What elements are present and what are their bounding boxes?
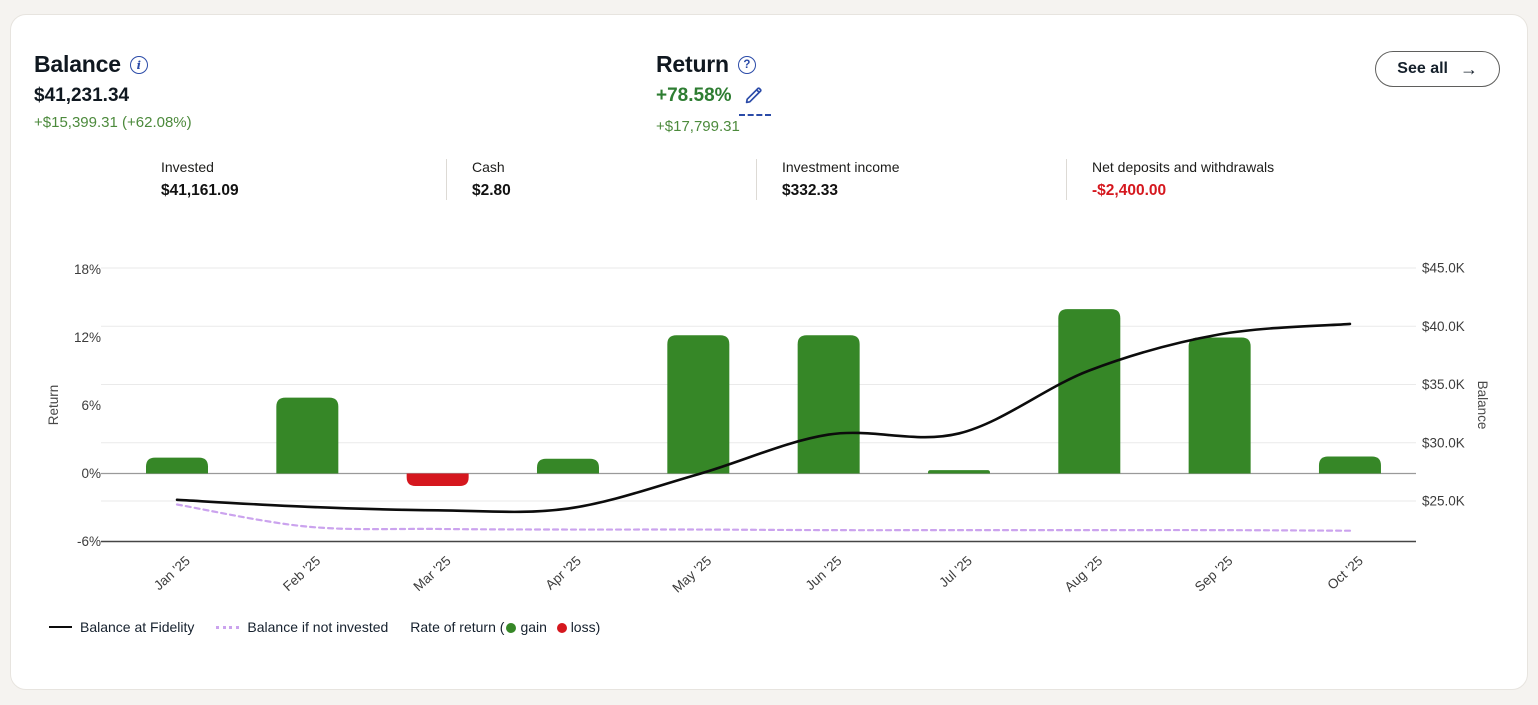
left-axis-tick: 0% bbox=[81, 466, 101, 481]
info-circle-icon[interactable]: i bbox=[129, 55, 148, 74]
stat-value: -$2,400.00 bbox=[1092, 182, 1167, 199]
return-bar-oct-25[interactable] bbox=[1318, 456, 1381, 474]
return-bar-jan-25[interactable] bbox=[146, 457, 208, 474]
return-block: Return ? +78.58% +$17,799.31 bbox=[656, 51, 771, 135]
see-all-button[interactable]: See all → bbox=[1375, 51, 1500, 87]
right-axis-tick: $40.0K bbox=[1422, 319, 1465, 334]
return-bar-jun-25[interactable] bbox=[797, 335, 860, 474]
stat-label: Invested bbox=[161, 159, 214, 175]
legend-rate-of-return: Rate of return ( gain loss) bbox=[410, 619, 600, 635]
stat-label: Investment income bbox=[782, 159, 900, 175]
return-bar-apr-25[interactable] bbox=[536, 458, 599, 474]
balance-title: Balance bbox=[34, 51, 121, 77]
gain-label: gain bbox=[520, 619, 547, 635]
portfolio-summary-card: 18% 12% 6% 0% -6% $45.0K $40.0K $35.0K $30.0K $25… bbox=[10, 14, 1528, 690]
help-circle-icon[interactable]: ? bbox=[737, 55, 756, 74]
left-axis-tick: 18% bbox=[74, 262, 101, 277]
see-all-label: See all bbox=[1397, 60, 1448, 77]
balance-value: $41,231.34 bbox=[34, 85, 130, 106]
performance-chart[interactable]: 18% 12% 6% 0% -6% $45.0K $40.0K $35.0K $30.0K $25… bbox=[11, 15, 1529, 691]
edit-underline bbox=[738, 114, 771, 116]
black-line-swatch bbox=[49, 626, 72, 628]
left-axis-tick: 12% bbox=[74, 330, 101, 345]
return-bar-feb-25[interactable] bbox=[276, 397, 339, 474]
legend-balance-if-not-invested: Balance if not invested bbox=[216, 619, 388, 635]
left-axis-tick: -6% bbox=[77, 534, 101, 549]
return-sub: +$17,799.31 bbox=[656, 118, 740, 135]
right-axis-tick: $25.0K bbox=[1422, 494, 1465, 509]
x-axis-label: Jul '25 bbox=[936, 553, 975, 590]
legend-label: ) bbox=[595, 619, 601, 635]
balance-block: Balance i $41,231.34 +$15,399.31 (+62.08… bbox=[34, 51, 192, 131]
left-axis-title: Return bbox=[46, 385, 61, 426]
right-axis-tick: $45.0K bbox=[1422, 261, 1465, 276]
return-bar-aug-25[interactable] bbox=[1058, 309, 1121, 474]
x-axis-label: Apr '25 bbox=[542, 553, 584, 592]
purple-dashed-swatch bbox=[216, 625, 240, 629]
x-axis-label: Mar '25 bbox=[410, 553, 453, 594]
x-axis-label: May '25 bbox=[669, 553, 714, 596]
chart-legend: Balance at Fidelity Balance if not inves… bbox=[49, 619, 600, 635]
stat-net-deposits: Net deposits and withdrawals -$2,400.00 bbox=[1066, 159, 1376, 200]
return-bar-may-25[interactable] bbox=[667, 335, 730, 474]
stat-label: Cash bbox=[472, 159, 505, 175]
legend-label: Rate of return ( bbox=[410, 619, 505, 635]
stat-label: Net deposits and withdrawals bbox=[1092, 159, 1275, 175]
stat-value: $41,161.09 bbox=[161, 182, 239, 199]
loss-dot-icon bbox=[556, 623, 567, 633]
stat-investment-income: Investment income $332.33 bbox=[756, 159, 1066, 200]
stat-value: $332.33 bbox=[782, 182, 839, 199]
balance-at-fidelity-line bbox=[175, 322, 1352, 514]
x-axis-label: Aug '25 bbox=[1062, 553, 1106, 595]
return-title: Return bbox=[656, 51, 729, 77]
x-axis-label: Feb '25 bbox=[280, 553, 323, 594]
x-axis-label: Jun '25 bbox=[803, 553, 845, 593]
stat-value: $2.80 bbox=[472, 182, 511, 199]
edit-return-control[interactable] bbox=[738, 85, 771, 116]
gain-dot-icon bbox=[506, 623, 517, 633]
return-bar-jul-25[interactable] bbox=[927, 470, 990, 474]
return-value: +78.58% bbox=[656, 85, 732, 106]
x-axis-label: Sep '25 bbox=[1192, 553, 1236, 595]
legend-label: Balance if not invested bbox=[247, 619, 389, 635]
return-bar-mar-25[interactable] bbox=[406, 473, 469, 486]
stats-row: Invested $41,161.09 Cash $2.80 Investmen… bbox=[161, 159, 1376, 200]
legend-balance-at-fidelity: Balance at Fidelity bbox=[49, 619, 194, 635]
legend-label: Balance at Fidelity bbox=[80, 619, 195, 635]
x-axis-label: Oct '25 bbox=[1324, 553, 1366, 592]
arrow-right-icon: → bbox=[1460, 59, 1478, 79]
right-axis-tick: $30.0K bbox=[1422, 435, 1465, 450]
balance-if-not-invested-line bbox=[175, 503, 1352, 532]
right-axis-title: Balance bbox=[1475, 381, 1490, 430]
right-axis-tick: $35.0K bbox=[1422, 377, 1465, 392]
stat-cash: Cash $2.80 bbox=[446, 159, 756, 200]
balance-change: +$15,399.31 (+62.08%) bbox=[34, 114, 192, 131]
return-bar-sep-25[interactable] bbox=[1188, 337, 1251, 474]
x-axis-label: Jan '25 bbox=[151, 553, 193, 593]
loss-label: loss bbox=[570, 619, 596, 635]
left-axis-tick: 6% bbox=[81, 398, 101, 413]
stat-invested: Invested $41,161.09 bbox=[161, 159, 446, 200]
edit-pencil-icon bbox=[745, 87, 762, 104]
